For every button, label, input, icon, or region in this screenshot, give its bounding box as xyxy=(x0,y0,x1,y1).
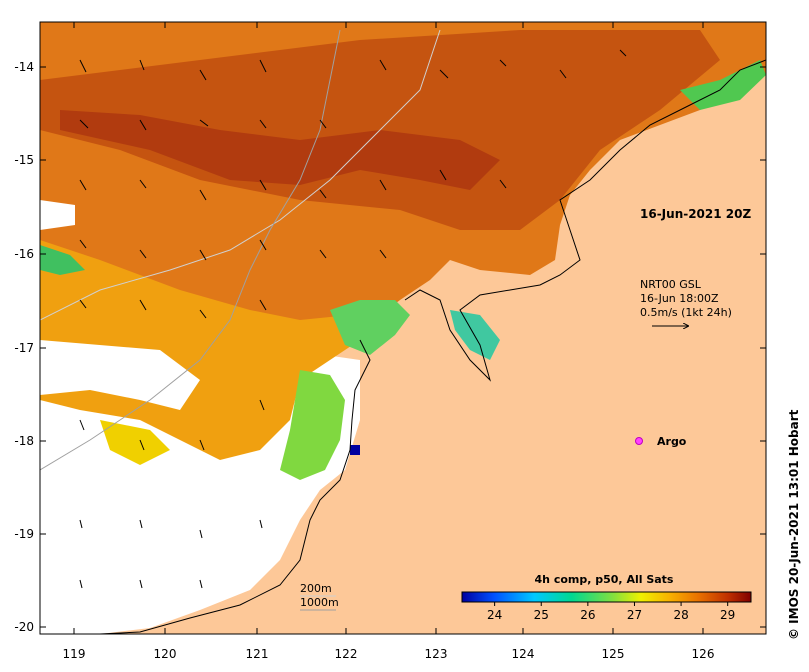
sst-green-patch xyxy=(450,310,500,360)
lon-tick-label: 124 xyxy=(512,647,535,661)
lat-axis: -14 -15 -16 -17 -18 -19 -20 xyxy=(14,60,766,634)
lon-tick-label: 123 xyxy=(425,647,448,661)
lat-tick-label: -15 xyxy=(14,153,34,167)
date-label: 16-Jun-2021 20Z xyxy=(640,207,751,221)
sst-green-patch xyxy=(280,370,345,480)
lon-tick-label: 122 xyxy=(335,647,358,661)
colorbar-tick-label: 28 xyxy=(673,608,688,622)
lat-tick-label: -17 xyxy=(14,341,34,355)
lat-tick-label: -19 xyxy=(14,527,34,541)
no-data-area xyxy=(40,200,75,230)
colorbar-tick-label: 29 xyxy=(720,608,735,622)
bathymetry-200m xyxy=(40,29,441,321)
sst-green-patch xyxy=(680,60,766,110)
colorbar-tick-label: 27 xyxy=(627,608,642,622)
sst-green-patch xyxy=(330,300,410,355)
bathymetry-1000m xyxy=(40,29,341,471)
current-vectors xyxy=(79,49,627,589)
lon-axis: 119 120 121 122 123 124 125 126 xyxy=(63,22,715,661)
sst-ocean-cool xyxy=(40,240,380,460)
depth-legend-200m: 200m xyxy=(300,582,332,595)
argo-label: Argo xyxy=(657,435,687,448)
sst-blue-patch xyxy=(350,445,360,455)
lon-tick-label: 119 xyxy=(63,647,86,661)
lat-tick-label: -18 xyxy=(14,434,34,448)
lon-tick-label: 126 xyxy=(692,647,715,661)
current-scale-label: 0.5m/s (1kt 24h) xyxy=(640,306,732,319)
lon-tick-label: 121 xyxy=(246,647,269,661)
depth-legend-1000m: 1000m xyxy=(300,596,339,609)
lat-tick-label: -14 xyxy=(14,60,34,74)
sst-green-patch xyxy=(40,245,85,275)
lat-tick-label: -20 xyxy=(14,620,34,634)
colorbar-tick-label: 26 xyxy=(580,608,595,622)
lat-tick-label: -16 xyxy=(14,247,34,261)
current-source-label: NRT00 GSL xyxy=(640,278,702,291)
colorbar xyxy=(461,591,752,603)
sst-ocean-hottest xyxy=(60,110,500,190)
colorbar-title: 4h comp, p50, All Sats xyxy=(535,573,674,586)
current-time-label: 16-Jun 18:00Z xyxy=(640,292,719,305)
argo-marker[interactable] xyxy=(635,437,643,445)
colorbar-ticks: 24 25 26 27 28 29 xyxy=(487,602,735,622)
sst-yellow-patch xyxy=(100,420,170,465)
credit-label: © IMOS 20-Jun-2021 13:01 Hobart xyxy=(787,409,801,640)
colorbar-tick-label: 25 xyxy=(534,608,549,622)
lon-tick-label: 125 xyxy=(602,647,625,661)
lon-tick-label: 120 xyxy=(154,647,177,661)
colorbar-tick-label: 24 xyxy=(487,608,502,622)
map-frame xyxy=(39,21,767,635)
coastline xyxy=(99,59,766,634)
